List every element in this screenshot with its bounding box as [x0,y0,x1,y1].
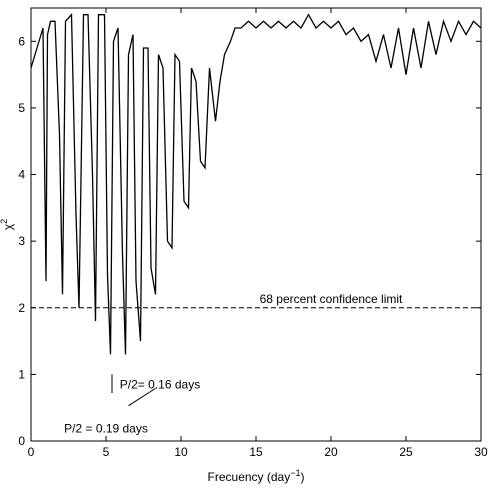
x-axis-label: Frecuency (day−1) [208,468,305,484]
annotation-text: P/2= 0.16 days [120,377,200,391]
y-axis-label-main: χ [1,223,15,230]
x-axis-label-main: Frecuency (day [208,470,291,484]
x-axis-label-sup: −1 [290,468,300,478]
x-tick-label: 5 [103,445,110,459]
x-tick-label: 20 [324,445,338,459]
y-tick-label: 6 [18,34,25,48]
y-tick-label: 3 [18,234,25,248]
y-axis-label: χ2 [0,219,15,230]
annotation-pointer [128,387,156,407]
plot-area [30,13,482,355]
x-axis-label-close: ) [300,470,304,484]
x-tick-label: 30 [474,445,488,459]
annotation-text: P/2 = 0.19 days [64,421,148,435]
y-tick-label: 1 [18,367,25,381]
axes: 0 5 10 15 20 25 30 0 1 2 3 4 5 6 [18,7,488,459]
x-tick-label: 0 [28,445,35,459]
annotations: 68 percent confidence limit P/2= 0.16 day… [64,292,403,435]
y-tick-label: 4 [18,168,25,182]
y-tick-label: 2 [18,301,25,315]
chi-square-series-line [30,13,482,355]
y-tick-label: 5 [18,101,25,115]
annotation-text: 68 percent confidence limit [260,292,403,306]
x-tick-label: 25 [399,445,413,459]
y-axis-label-sup: 2 [0,219,9,224]
x-tick-label: 10 [174,445,188,459]
x-tick-label: 15 [249,445,263,459]
y-tick-label: 0 [18,434,25,448]
